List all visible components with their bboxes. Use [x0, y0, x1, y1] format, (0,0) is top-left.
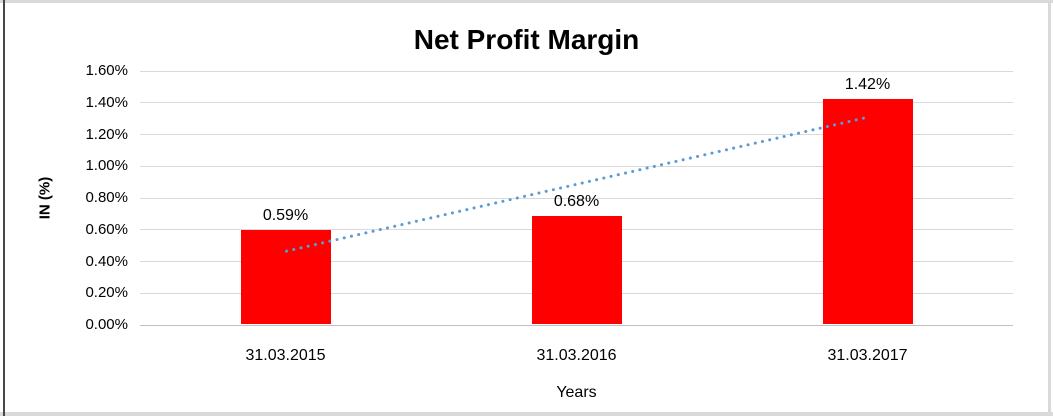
y-tick-label: 0.40%	[85, 252, 128, 270]
gridline	[140, 165, 1013, 167]
frame-top-border	[0, 0, 1053, 3]
y-axis-title: IN (%)	[36, 176, 54, 220]
gridline	[140, 102, 1013, 104]
gridline	[140, 134, 1013, 135]
y-tick-label: 0.60%	[85, 220, 128, 238]
trendline	[285, 115, 870, 253]
x-axis-title: Years	[556, 384, 597, 401]
frame-left-border	[3, 0, 5, 416]
y-tick-label: 1.40%	[85, 93, 128, 111]
bar-data-label: 1.42%	[844, 75, 891, 93]
chart-title: Net Profit Margin	[413, 24, 640, 55]
y-tick-label: 0.20%	[85, 284, 128, 302]
bar-data-label: 0.68%	[553, 193, 600, 211]
frame-bottom-border	[0, 412, 1053, 416]
x-tick-label: 31.03.2015	[245, 347, 326, 364]
gridline	[140, 324, 1013, 326]
frame-right-border	[1048, 0, 1051, 416]
bar-31.03.2017	[822, 98, 913, 324]
plot-area: 0.59% 0.68% 1.42%	[140, 70, 1013, 326]
gridline	[140, 70, 1013, 72]
bar-31.03.2016	[531, 216, 622, 324]
x-tick-label: 31.03.2016	[536, 347, 617, 364]
y-tick-label: 0.00%	[85, 316, 128, 333]
y-tick-label: 1.20%	[85, 125, 128, 143]
bar-data-label: 0.59%	[262, 207, 309, 225]
y-tick-label: 1.00%	[85, 157, 128, 175]
x-tick-label: 31.03.2017	[827, 347, 908, 364]
y-tick-label: 0.80%	[85, 189, 128, 206]
gridline	[140, 197, 1013, 199]
y-tick-label: 1.60%	[85, 62, 128, 79]
